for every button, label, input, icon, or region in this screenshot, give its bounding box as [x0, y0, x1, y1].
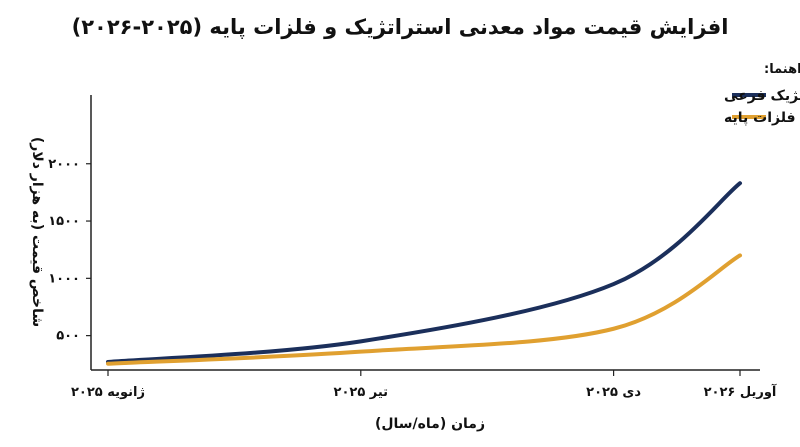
x-tick-label: تیر ۲۰۲۵ [334, 385, 389, 400]
chart-title: افزایش قیمت مواد معدنی استراتژیک و فلزات… [72, 15, 729, 39]
legend: راهنما: مواد معدنی استراتژیک فرعی فلزات پ… [724, 62, 800, 126]
x-ticks: ژانویه ۲۰۲۵ تیر ۲۰۲۵ دی ۲۰۲۵ آوریل ۲۰۲۶ [71, 370, 777, 400]
legend-label-2: فلزات پایه [724, 110, 796, 126]
legend-title: راهنما: [764, 62, 800, 77]
y-tick-label: ۱۵۰۰ [48, 214, 80, 229]
series-line-1 [106, 181, 742, 364]
y-ticks: ۵۰۰ ۱۰۰۰ ۱۵۰۰ ۲۰۰۰ [48, 157, 91, 344]
x-tick-label: ژانویه ۲۰۲۵ [71, 385, 145, 400]
y-tick-label: ۱۰۰۰ [48, 271, 80, 286]
x-axis-label: زمان (ماه/سال) [375, 416, 485, 432]
series-line-2 [106, 253, 742, 366]
y-axis-label: شاخص قیمت (به هزار دلار) [29, 137, 45, 327]
legend-label-1: مواد معدنی استراتژیک فرعی [724, 88, 800, 104]
y-tick-label: ۵۰۰ [56, 329, 80, 344]
y-tick-label: ۲۰۰۰ [48, 157, 80, 172]
x-tick-label: آوریل ۲۰۲۶ [704, 383, 777, 400]
series-lines [106, 181, 742, 366]
x-tick-label: دی ۲۰۲۵ [586, 385, 641, 400]
